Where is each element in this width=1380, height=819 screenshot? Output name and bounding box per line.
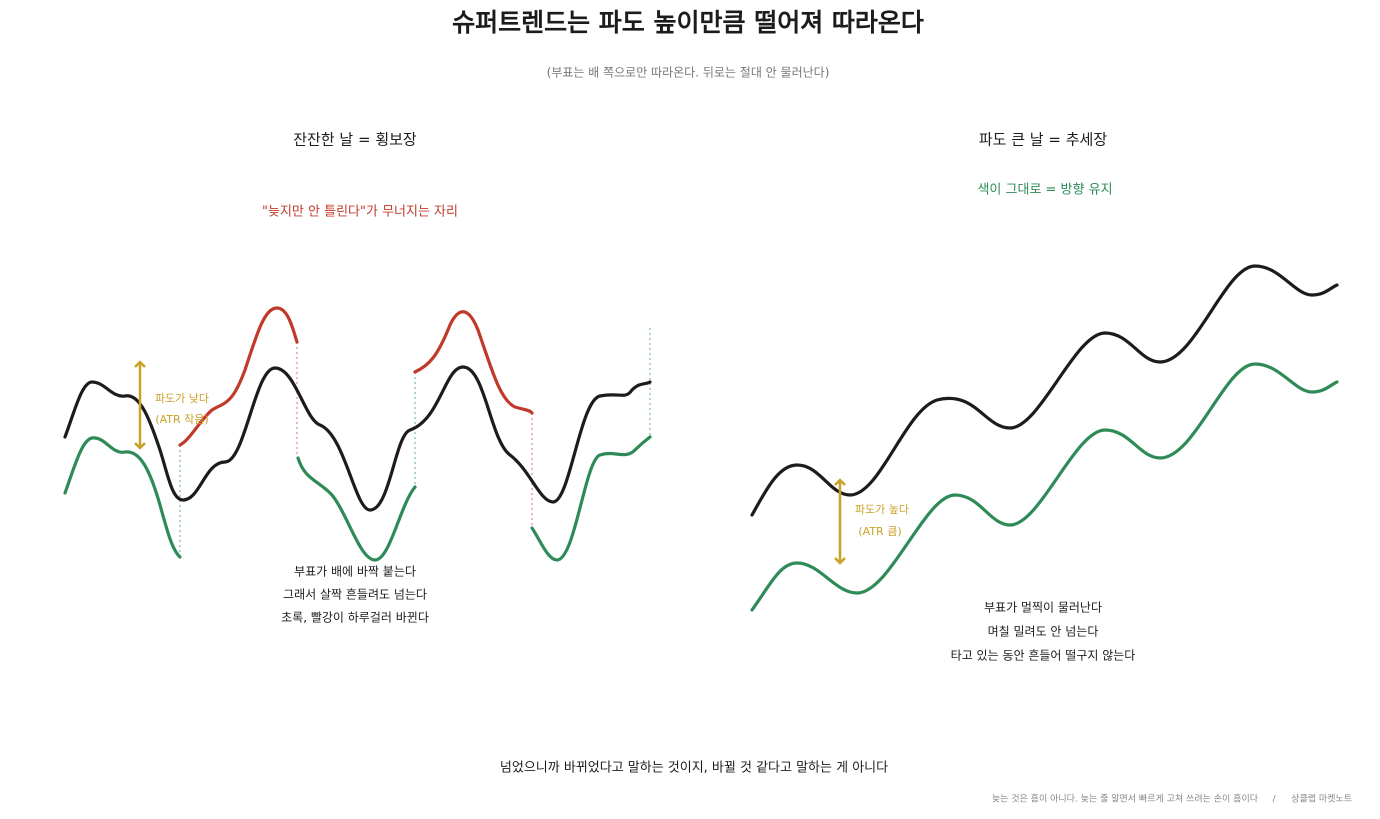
- atr-label: (ATR 작음): [155, 413, 208, 426]
- left-lines: [63, 306, 652, 562]
- atr-label: 파도가 높다: [855, 503, 909, 516]
- caption: 그래서 살짝 흔들려도 넘는다: [283, 588, 427, 602]
- title: 슈퍼트렌드는 파도 높이만큼 떨어져 따라온다: [452, 8, 924, 37]
- panel-note: 색이 그대로 = 방향 유지: [977, 183, 1112, 198]
- caption: 초록, 빨강이 하루걸러 바뀐다: [281, 611, 429, 625]
- panel-note: "늦지만 안 틀린다"가 무너지는 자리: [262, 205, 458, 220]
- atr-label: 파도가 낮다: [155, 392, 209, 405]
- atr-label: (ATR 큼): [858, 525, 901, 538]
- panel-title: 파도 큰 날 = 추세장: [979, 131, 1107, 149]
- caption: 부표가 멀찍이 물러난다: [984, 601, 1102, 615]
- caption: 며칠 밀려도 안 넘는다: [988, 625, 1099, 639]
- subtitle: (부표는 배 쪽으로만 따라온다. 뒤로는 절대 안 물러난다): [547, 66, 830, 80]
- caption: 타고 있는 동안 흔들어 떨구지 않는다: [951, 649, 1136, 663]
- footer-message: 넘었으니까 바뀌었다고 말하는 것이지, 바뀔 것 같다고 말하는 게 아니다: [500, 761, 888, 776]
- footer-source: 상클랩 마켓노트: [1291, 793, 1352, 805]
- panel-title: 잔잔한 날 = 횡보장: [293, 131, 417, 149]
- footer-separator: /: [1272, 795, 1276, 805]
- footer-quote: 늦는 것은 흠이 아니다. 늦는 줄 알면서 빠르게 고쳐 쓰려는 손이 흠이다: [992, 793, 1259, 805]
- caption: 부표가 배에 바짝 붙는다: [294, 565, 416, 579]
